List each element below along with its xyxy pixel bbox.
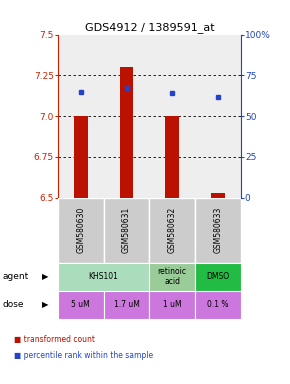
Bar	[74, 116, 88, 198]
Bar	[149, 263, 195, 291]
Bar	[195, 198, 241, 263]
Text: GSM580630: GSM580630	[76, 207, 85, 253]
Text: ■ percentile rank within the sample: ■ percentile rank within the sample	[14, 351, 154, 360]
Bar	[195, 291, 241, 319]
Bar	[58, 263, 149, 291]
Bar	[149, 198, 195, 263]
Title: GDS4912 / 1389591_at: GDS4912 / 1389591_at	[85, 22, 214, 33]
Bar	[195, 263, 241, 291]
Bar	[120, 67, 133, 198]
Text: GSM580632: GSM580632	[168, 207, 177, 253]
Text: retinoic
acid: retinoic acid	[158, 267, 187, 286]
Text: ■ transformed count: ■ transformed count	[14, 335, 95, 344]
Text: 5 uM: 5 uM	[71, 300, 90, 309]
Text: GSM580633: GSM580633	[213, 207, 222, 253]
Text: 0.1 %: 0.1 %	[207, 300, 229, 309]
Text: GSM580631: GSM580631	[122, 207, 131, 253]
Text: dose: dose	[3, 300, 24, 309]
Bar	[58, 291, 104, 319]
Bar	[58, 198, 104, 263]
Text: 1 uM: 1 uM	[163, 300, 182, 309]
Text: DMSO: DMSO	[206, 272, 229, 281]
Text: KHS101: KHS101	[89, 272, 119, 281]
Bar	[149, 291, 195, 319]
Text: ▶: ▶	[42, 272, 48, 281]
Text: ▶: ▶	[42, 300, 48, 309]
Bar	[211, 193, 225, 198]
Bar	[165, 116, 179, 198]
Text: 1.7 uM: 1.7 uM	[114, 300, 139, 309]
Bar	[104, 291, 149, 319]
Text: agent: agent	[3, 272, 29, 281]
Bar	[104, 198, 149, 263]
